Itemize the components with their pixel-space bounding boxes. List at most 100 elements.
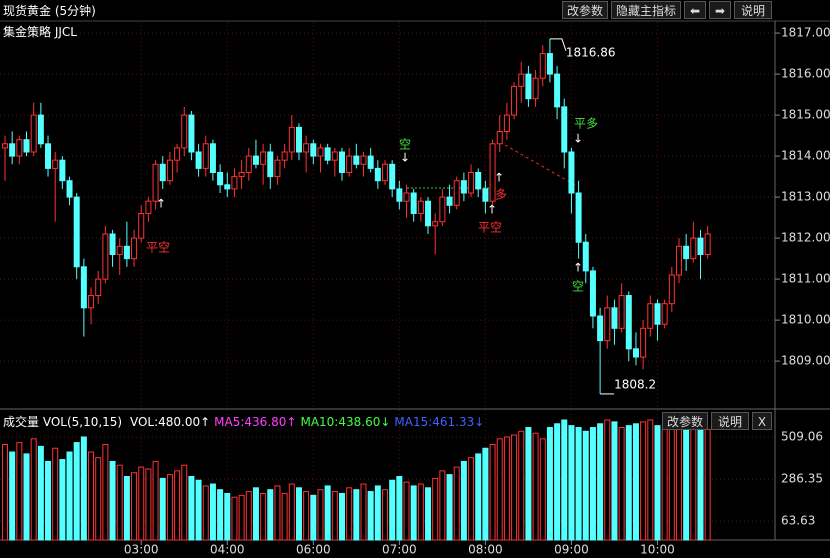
- volume-bar: [131, 472, 138, 541]
- volume-bar: [561, 419, 568, 541]
- signal-arrow: ↑: [487, 203, 497, 217]
- volume-bar: [310, 494, 317, 541]
- candle-body: [245, 155, 252, 173]
- candle-body: [338, 151, 345, 173]
- candle-body: [546, 53, 553, 75]
- candle-body: [166, 159, 173, 182]
- candle-body: [295, 126, 302, 153]
- y-tick-label: 1809.00: [781, 354, 830, 368]
- volume-bar: [668, 427, 675, 541]
- volume-bar: [382, 489, 389, 541]
- volume-bar: [23, 453, 30, 541]
- button[interactable]: 说明: [711, 412, 749, 430]
- button[interactable]: ⬅: [684, 1, 706, 19]
- button[interactable]: X: [752, 412, 772, 430]
- signal-label: 平空: [478, 221, 502, 235]
- volume-bar: [417, 483, 424, 541]
- volume-bar: [425, 487, 432, 541]
- y-tick-label: 509.06: [781, 430, 823, 444]
- x-tick-label: 08:00: [468, 543, 503, 557]
- volume-bar: [195, 479, 202, 541]
- volume-bar: [546, 427, 553, 541]
- high-label: 1816.86: [566, 45, 616, 59]
- volume-header: 成交量 VOL(5,10,15) VOL:480.00↑ MA5:436.80↑ M…: [3, 413, 484, 430]
- candle-body: [511, 85, 518, 116]
- candle-body: [389, 163, 396, 190]
- button[interactable]: 隐藏主指标: [611, 1, 681, 19]
- candle-body: [489, 143, 496, 202]
- candle-body: [704, 233, 711, 256]
- volume-bar: [353, 489, 360, 541]
- volume-bar: [188, 476, 195, 541]
- x-tick-label: 04:00: [210, 543, 245, 557]
- candle-body: [432, 221, 439, 227]
- candle-body: [238, 171, 245, 178]
- volume-bar: [468, 457, 475, 541]
- volume-bar: [532, 432, 539, 541]
- volume-bar: [460, 460, 467, 541]
- volume-bar: [252, 487, 259, 541]
- volume-bar: [116, 464, 123, 541]
- button[interactable]: ➡: [709, 1, 731, 19]
- volume-bar: [432, 477, 439, 541]
- candle-body: [690, 237, 697, 260]
- signal-arrow: ↑: [156, 197, 166, 211]
- volume-bar: [123, 476, 130, 541]
- volume-bar: [554, 423, 561, 541]
- volume-bar: [503, 436, 510, 541]
- candle-body: [202, 143, 209, 169]
- volume-bar: [238, 494, 245, 541]
- high-marker: [549, 38, 567, 51]
- volume-bar: [102, 443, 109, 541]
- candle-body: [382, 163, 389, 182]
- x-tick-label: 09:00: [554, 543, 589, 557]
- candle-body: [267, 151, 274, 178]
- candle-body: [188, 114, 195, 153]
- candle-body: [324, 147, 331, 161]
- volume-bar: [589, 427, 596, 541]
- candle-body: [675, 245, 682, 276]
- volume-bar: [245, 491, 252, 541]
- volume-bar: [625, 425, 632, 541]
- volume-bar: [138, 466, 145, 541]
- volume-bar: [281, 492, 288, 541]
- volume-bar: [597, 423, 604, 541]
- button[interactable]: 改参数: [662, 412, 708, 430]
- volume-bar: [45, 460, 52, 541]
- signal-arrow: ↓: [573, 132, 583, 146]
- candle-body: [539, 53, 546, 79]
- volume-bar: [260, 492, 267, 541]
- volume-bar: [317, 489, 324, 541]
- button[interactable]: 说明: [734, 1, 772, 19]
- volume-bar: [482, 447, 489, 541]
- y-tick-label: 63.63: [781, 514, 815, 528]
- candle-body: [217, 171, 224, 186]
- candle-body: [152, 163, 159, 202]
- y-tick-label: 1811.00: [781, 272, 830, 286]
- candle-body: [374, 167, 381, 182]
- volume-bar: [654, 425, 661, 541]
- volume-bar: [80, 436, 87, 541]
- x-tick-label: 07:00: [382, 543, 417, 557]
- y-tick-label: 1814.00: [781, 149, 830, 163]
- volume-bar: [618, 427, 625, 541]
- candle-body: [131, 237, 138, 260]
- candle-body: [410, 192, 417, 214]
- candle-body: [159, 163, 166, 182]
- signal-arrow: ↑: [573, 261, 583, 275]
- volume-bar: [582, 430, 589, 541]
- button[interactable]: 改参数: [562, 1, 608, 19]
- volume-bar: [209, 483, 216, 541]
- volume-bar: [446, 474, 453, 541]
- x-tick-label: 06:00: [296, 543, 331, 557]
- candle-body: [224, 184, 231, 190]
- volume-bar: [539, 438, 546, 541]
- volume-bar: [52, 447, 59, 541]
- volume-bar: [181, 464, 188, 541]
- candle-body: [460, 180, 467, 194]
- candle-body: [95, 278, 102, 297]
- y-tick-label: 1812.00: [781, 231, 830, 245]
- volume-bar: [331, 491, 338, 541]
